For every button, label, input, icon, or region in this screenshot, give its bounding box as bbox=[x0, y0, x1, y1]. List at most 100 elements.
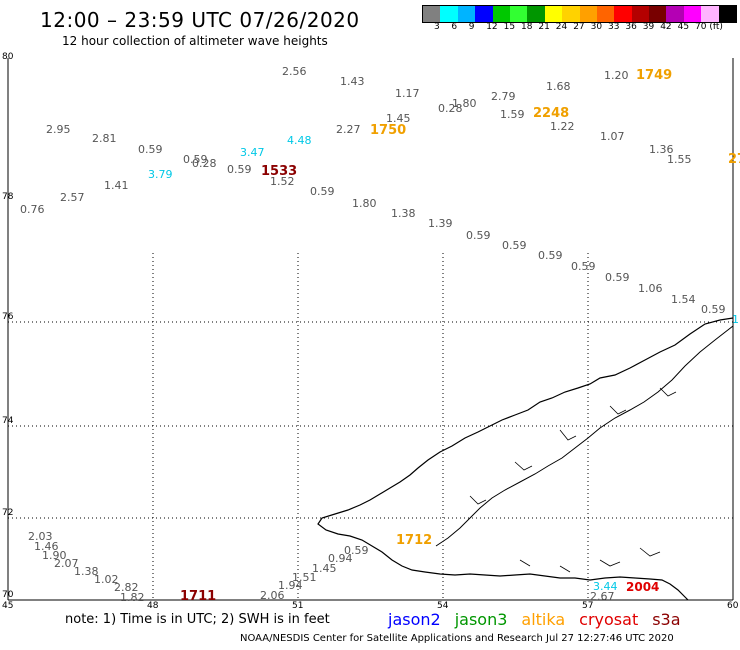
wave-height-value: 1.54 bbox=[671, 293, 696, 306]
map-frame bbox=[7, 58, 734, 601]
coastline bbox=[317, 317, 734, 601]
color-scale-label: 9 bbox=[468, 22, 475, 32]
wave-height-value: 1.39 bbox=[428, 217, 453, 230]
longitude-label: 48 bbox=[147, 601, 159, 611]
wave-height-value: 0.94 bbox=[328, 552, 353, 565]
wave-height-value: 1750 bbox=[370, 123, 407, 138]
color-swatch bbox=[509, 6, 528, 22]
wave-height-value: 3.79 bbox=[148, 168, 173, 181]
wave-height-value: 2.06 bbox=[260, 589, 285, 602]
color-swatch bbox=[544, 6, 563, 22]
coastline-inner bbox=[435, 325, 734, 547]
wave-height-value: 0.59 bbox=[310, 185, 335, 198]
wave-height-value: 0.59 bbox=[605, 271, 630, 284]
wave-height-value: 1.82 bbox=[120, 591, 145, 604]
color-swatch bbox=[614, 6, 632, 22]
legend-entry: s3a bbox=[652, 610, 681, 629]
wave-height-value: 1.38 bbox=[391, 207, 416, 220]
wave-height-value: 0.59 bbox=[344, 544, 369, 557]
color-scale-label: 45 bbox=[677, 22, 690, 32]
wave-height-value: 1.51 bbox=[292, 571, 317, 584]
latitude-label: 70 bbox=[2, 590, 14, 600]
wave-height-value: 2.56 bbox=[282, 65, 307, 78]
wave-height-value: 1.80 bbox=[452, 97, 477, 110]
wave-height-value: 27 bbox=[728, 152, 740, 167]
color-scale-label: 12 bbox=[486, 22, 498, 32]
wave-height-value: 0.76 bbox=[20, 203, 45, 216]
wave-height-value: 3.47 bbox=[240, 146, 265, 159]
color-swatch bbox=[457, 6, 476, 22]
wave-height-value: 2004 bbox=[626, 580, 660, 594]
wave-height-value: 1.3 bbox=[732, 313, 740, 326]
latitude-label: 76 bbox=[2, 312, 14, 322]
units-note: note: 1) Time is in UTC; 2) SWH is in fe… bbox=[65, 612, 330, 627]
color-swatch bbox=[683, 6, 702, 22]
wave-height-value: 2.82 bbox=[114, 581, 139, 594]
legend-entry: cryosat bbox=[579, 610, 639, 629]
wave-height-value: 0.59 bbox=[538, 249, 563, 262]
wave-height-value: 2248 bbox=[533, 106, 570, 121]
color-swatch bbox=[475, 6, 493, 22]
wave-height-value: 2.81 bbox=[92, 132, 117, 145]
wave-height-value: 2.95 bbox=[46, 123, 71, 136]
color-scale-label: 24 bbox=[555, 22, 568, 32]
legend-entry: jason2 bbox=[388, 610, 441, 629]
wave-height-value: 0.59 bbox=[571, 260, 596, 273]
color-swatch bbox=[492, 6, 510, 22]
wave-height-value: 0.59 bbox=[183, 153, 208, 166]
wave-height-value: 0.28 bbox=[192, 157, 217, 170]
wave-height-value: 0.59 bbox=[227, 163, 252, 176]
latitude-label: 78 bbox=[2, 192, 14, 202]
color-swatch bbox=[440, 6, 458, 22]
color-scale-label: 3 bbox=[434, 22, 440, 32]
wave-height-value: 2.27 bbox=[336, 123, 361, 136]
wave-height-value: 1.59 bbox=[500, 108, 525, 121]
color-scale-label: 36 bbox=[625, 22, 637, 32]
color-swatch bbox=[596, 6, 615, 22]
color-scale-label: 18 bbox=[521, 22, 533, 32]
credits-line: NOAA/NESDIS Center for Satellite Applica… bbox=[240, 633, 674, 644]
color-swatch bbox=[423, 6, 441, 22]
color-scale-label: 6 bbox=[451, 22, 458, 32]
longitude-label: 45 bbox=[2, 601, 14, 611]
wave-height-value: 1.45 bbox=[386, 112, 411, 125]
wave-height-value: 1.52 bbox=[270, 175, 295, 188]
wave-height-value: 1.90 bbox=[42, 549, 67, 562]
color-swatch bbox=[649, 6, 667, 22]
wave-height-value: 4.48 bbox=[287, 134, 312, 147]
legend-entry: jason3 bbox=[454, 610, 508, 629]
latitude-label: 74 bbox=[2, 416, 14, 426]
wave-height-value: 1.68 bbox=[546, 80, 571, 93]
wave-height-value: 1.46 bbox=[34, 540, 59, 553]
wave-height-value: 1.94 bbox=[278, 579, 303, 592]
wave-height-value: 1749 bbox=[636, 68, 673, 83]
wave-height-value: 2.07 bbox=[54, 557, 79, 570]
wave-height-value: 1.45 bbox=[312, 562, 337, 575]
color-scale-label: 42 bbox=[660, 22, 672, 32]
wave-height-value: 1.02 bbox=[94, 573, 119, 586]
longitude-label: 60 bbox=[727, 601, 739, 611]
color-scale-label: 27 bbox=[573, 22, 585, 32]
wave-height-value: 2.79 bbox=[491, 90, 516, 103]
wave-height-value: 1712 bbox=[396, 533, 433, 548]
color-scale-labels: 3 6 9 12 15 18 21 24 27 30 33 36 39 42 45 70 (ft) bbox=[422, 22, 740, 34]
wave-height-value: 2.57 bbox=[60, 191, 85, 204]
page-title: 12:00 – 23:59 UTC 07/26/2020 bbox=[40, 8, 360, 32]
coastline-bays bbox=[469, 387, 677, 573]
wave-height-value: 1.55 bbox=[667, 153, 692, 166]
latitude-label: 80 bbox=[2, 52, 14, 62]
color-scale-label: 15 bbox=[503, 22, 516, 32]
color-scale-label: 30 bbox=[590, 22, 603, 32]
wave-height-value: 1.38 bbox=[74, 565, 99, 578]
color-scale-label: 39 bbox=[642, 22, 655, 32]
longitude-label: 54 bbox=[437, 601, 449, 611]
wave-height-value: 1711 bbox=[180, 589, 217, 604]
wave-height-value: 0.59 bbox=[502, 239, 527, 252]
color-swatch bbox=[666, 6, 684, 22]
wave-height-value: 1.07 bbox=[600, 130, 625, 143]
latitude-label: 72 bbox=[2, 508, 14, 518]
longitude-label: 57 bbox=[582, 601, 594, 611]
color-swatch bbox=[631, 6, 650, 22]
color-swatch bbox=[562, 6, 580, 22]
color-swatch bbox=[579, 6, 597, 22]
